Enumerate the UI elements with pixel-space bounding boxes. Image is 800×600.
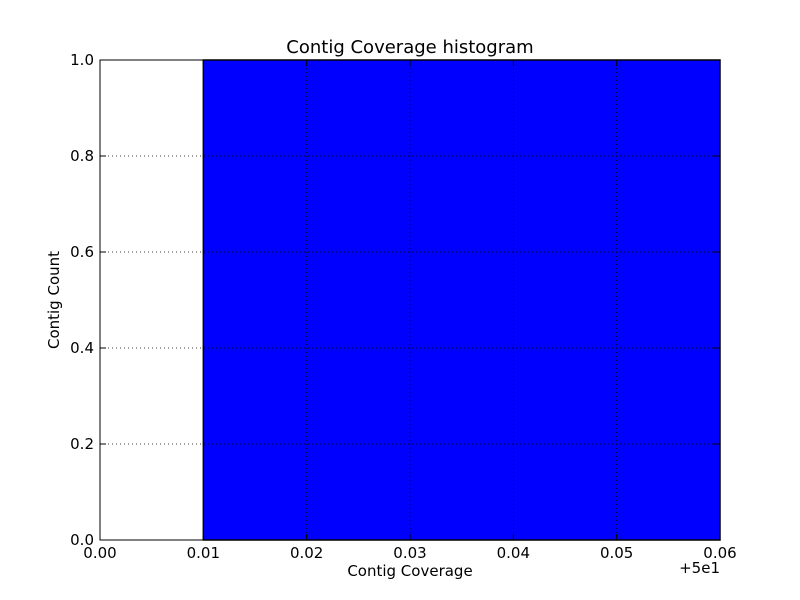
chart-title: Contig Coverage histogram [286, 37, 533, 58]
y-axis-label: Contig Count [45, 251, 63, 349]
y-tick-label: 0.0 [70, 531, 94, 549]
x-tick-label: 0.03 [393, 544, 426, 562]
x-tick-label: 0.05 [600, 544, 633, 562]
y-tick-label: 1.0 [70, 51, 94, 69]
y-tick-label: 0.2 [70, 435, 94, 453]
bars-layer [202, 59, 721, 541]
y-tick-label: 0.4 [70, 339, 94, 357]
x-axis-label: Contig Coverage [347, 562, 472, 580]
x-tick-label: 0.02 [290, 544, 323, 562]
y-tick-label: 0.6 [70, 243, 94, 261]
x-tick-label: 0.01 [187, 544, 220, 562]
x-tick-label: 0.06 [703, 544, 736, 562]
y-tick-label: 0.8 [70, 147, 94, 165]
x-axis-offset-label: +5e1 [679, 559, 720, 577]
grid-layer [100, 60, 720, 540]
ticks-layer [99, 59, 721, 541]
histogram-bar-0 [202, 59, 721, 541]
tick-labels-layer: 0.00 0.01 0.02 0.03 0.04 0.05 0.06 0.0 0.2 0.4 0.6… [70, 51, 737, 562]
x-tick-label: 0.04 [497, 544, 530, 562]
x-tick-label: 0.00 [83, 544, 116, 562]
